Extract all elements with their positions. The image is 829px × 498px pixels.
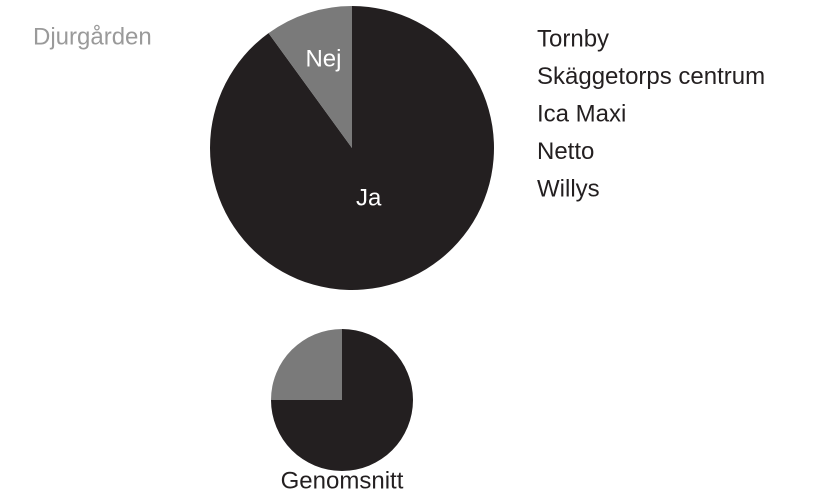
pie-title: Genomsnitt [281,467,404,494]
slice-label: Nej [305,46,341,73]
pie-slice [271,329,342,400]
slice-label: Ja [356,185,382,212]
store-name: Willys [537,175,600,202]
pie-title: Djurgården [33,23,152,50]
pie-slice [268,6,352,148]
store-name: Skäggetorps centrum [537,63,765,90]
store-name: Tornby [537,25,609,52]
store-name: Netto [537,138,594,165]
store-name: Ica Maxi [537,100,626,127]
